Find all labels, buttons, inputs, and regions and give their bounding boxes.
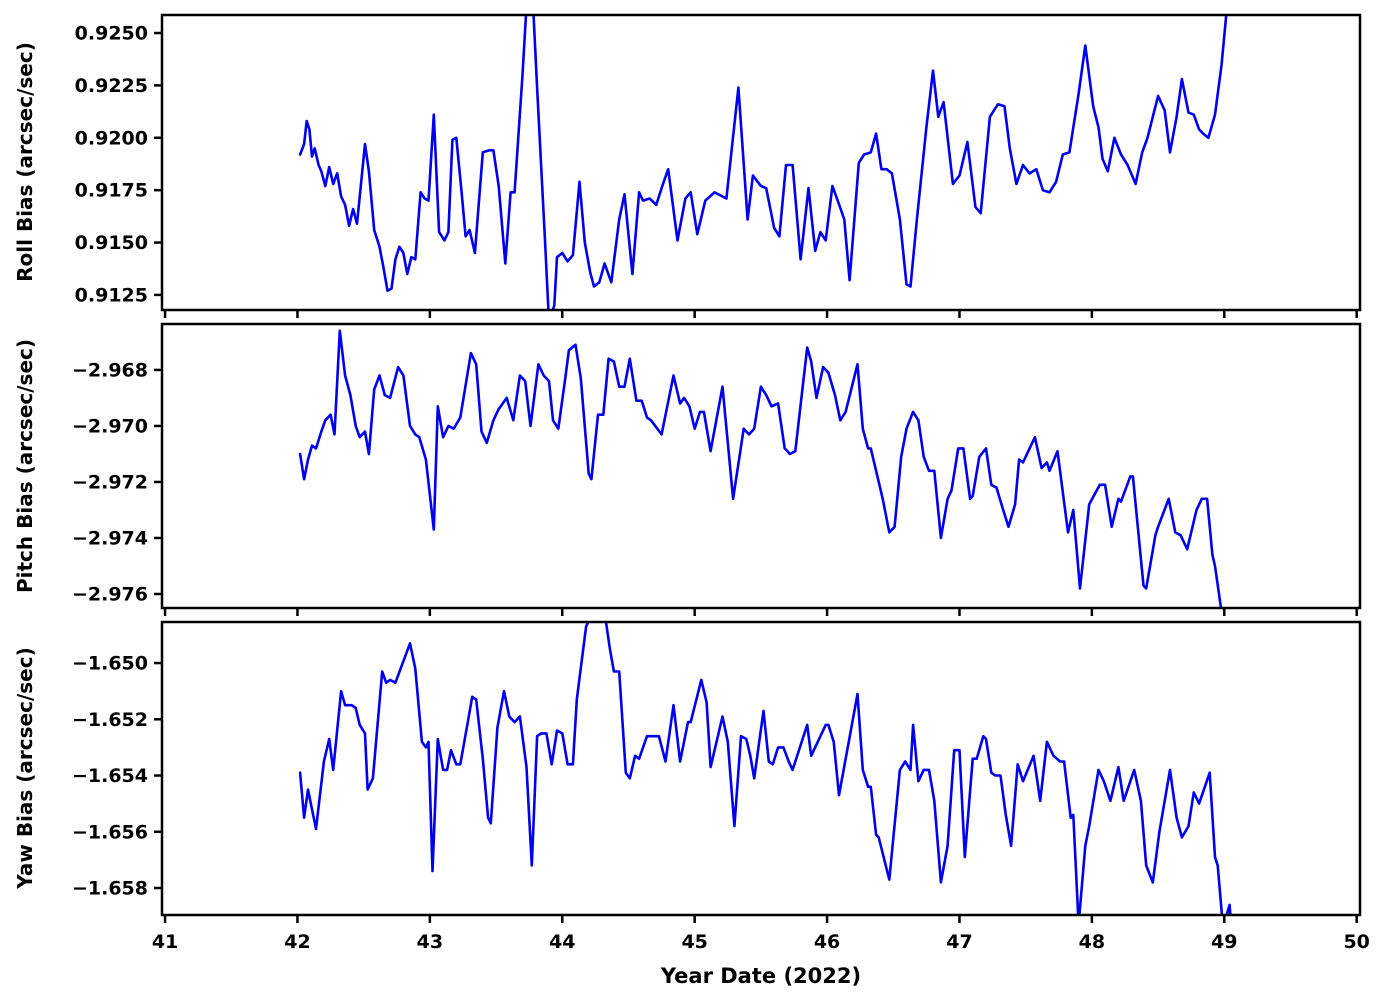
y-tick-label: 0.9150 [75, 232, 148, 254]
y-tick-label: −2.974 [72, 527, 148, 549]
y-tick-label: −1.658 [72, 878, 148, 900]
x-axis-label: Year Date (2022) [660, 964, 861, 988]
roll-bias-panel-frame [160, 13, 1362, 312]
y-tick-label: −1.656 [72, 821, 148, 843]
pitch-bias-y-axis-label: Pitch Bias (arcsec/sec) [13, 339, 37, 593]
y-tick-label: −1.652 [72, 709, 148, 731]
x-tick-label: 43 [417, 931, 443, 953]
x-tick-label: 44 [549, 931, 575, 953]
y-tick-label: −2.972 [72, 471, 148, 493]
y-tick-label: 0.9125 [75, 284, 148, 306]
y-tick-label: −2.970 [72, 415, 148, 437]
x-tick-label: 42 [284, 931, 310, 953]
pitch-bias-line [298, 329, 1223, 608]
roll-bias-y-axis-label: Roll Bias (arcsec/sec) [13, 42, 37, 282]
y-tick-label: 0.9175 [75, 180, 148, 202]
y-tick-label: −2.976 [72, 583, 148, 605]
x-tick-label: 46 [814, 931, 840, 953]
x-tick-label: 49 [1211, 931, 1237, 953]
yaw-bias-y-axis-label: Yaw Bias (arcsec/sec) [13, 647, 37, 890]
y-tick-label: −1.650 [72, 653, 148, 675]
x-tick-label: 47 [946, 931, 972, 953]
y-tick-label: 0.9200 [75, 127, 148, 149]
x-tick-label: 48 [1079, 931, 1105, 953]
roll-bias-line [298, 15, 1228, 310]
y-tick-label: 0.9250 [75, 23, 148, 45]
y-tick-label: −1.654 [72, 765, 148, 787]
yaw-bias-panel-frame [160, 620, 1362, 917]
y-tick-label: 0.9225 [75, 75, 148, 97]
x-tick-label: 50 [1343, 931, 1369, 953]
x-tick-label: 45 [681, 931, 707, 953]
pitch-bias-panel-frame [160, 322, 1362, 610]
x-tick-label: 41 [152, 931, 178, 953]
yaw-bias-line [298, 622, 1232, 915]
y-tick-label: −2.968 [72, 359, 148, 381]
